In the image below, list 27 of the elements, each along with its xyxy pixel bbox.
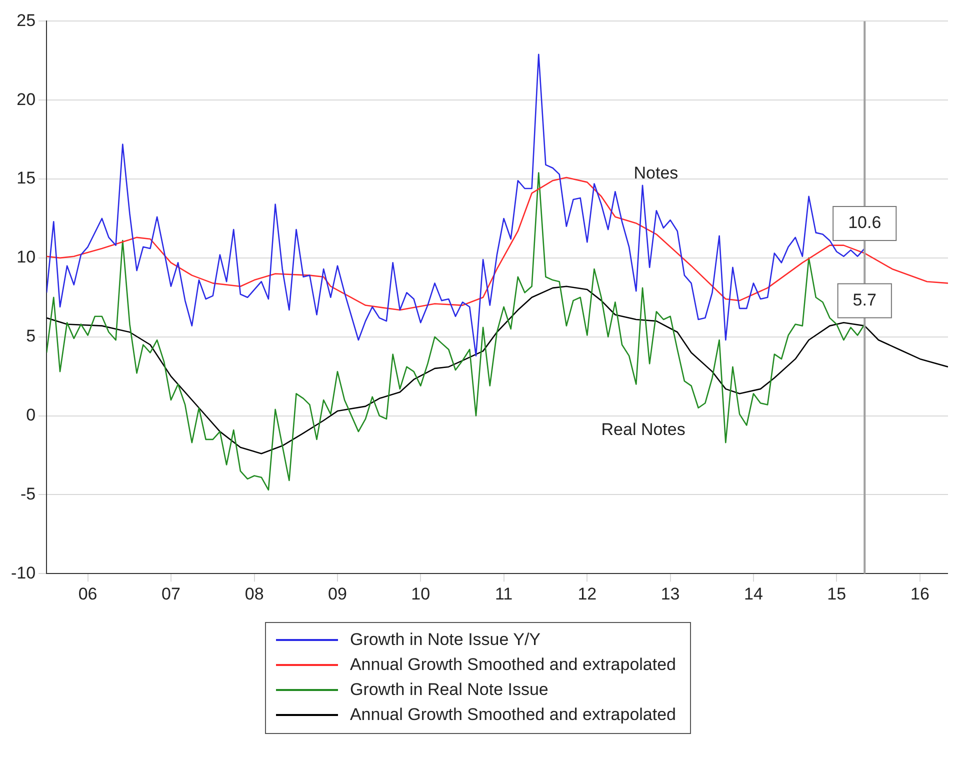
y-tick-label: 15 xyxy=(16,168,36,188)
annotation: 5.7 xyxy=(852,290,876,310)
x-tick-label: 09 xyxy=(328,584,347,604)
x-tick-label: 12 xyxy=(578,584,597,604)
annotation: 10.6 xyxy=(848,213,882,232)
x-tick-label: 10 xyxy=(411,584,430,604)
y-tick-label: 0 xyxy=(26,405,36,424)
y-tick-label: 10 xyxy=(16,248,36,267)
y-tick-label: 20 xyxy=(16,90,36,109)
x-tick-label: 13 xyxy=(660,584,680,604)
legend-label: Annual Growth Smoothed and extrapolated xyxy=(350,704,676,726)
legend-label: Growth in Real Note Issue xyxy=(350,679,548,701)
x-tick-label: 07 xyxy=(161,584,180,604)
annotation: Real Notes xyxy=(601,420,686,440)
y-tick-label: -10 xyxy=(10,563,36,582)
annotation: Notes xyxy=(634,163,678,182)
x-tick-label: 08 xyxy=(244,584,264,604)
x-tick-label: 14 xyxy=(744,584,763,604)
y-tick-label: 25 xyxy=(16,10,36,30)
legend-label: Annual Growth Smoothed and extrapolated xyxy=(350,654,676,676)
x-tick-label: 11 xyxy=(494,584,513,604)
legend-label: Growth in Note Issue Y/Y xyxy=(350,629,541,651)
y-tick-label: -5 xyxy=(20,484,36,504)
x-tick-label: 16 xyxy=(910,584,930,604)
x-tick-label: 06 xyxy=(78,584,98,604)
y-tick-label: 5 xyxy=(26,326,36,346)
x-tick-label: 15 xyxy=(827,584,846,604)
